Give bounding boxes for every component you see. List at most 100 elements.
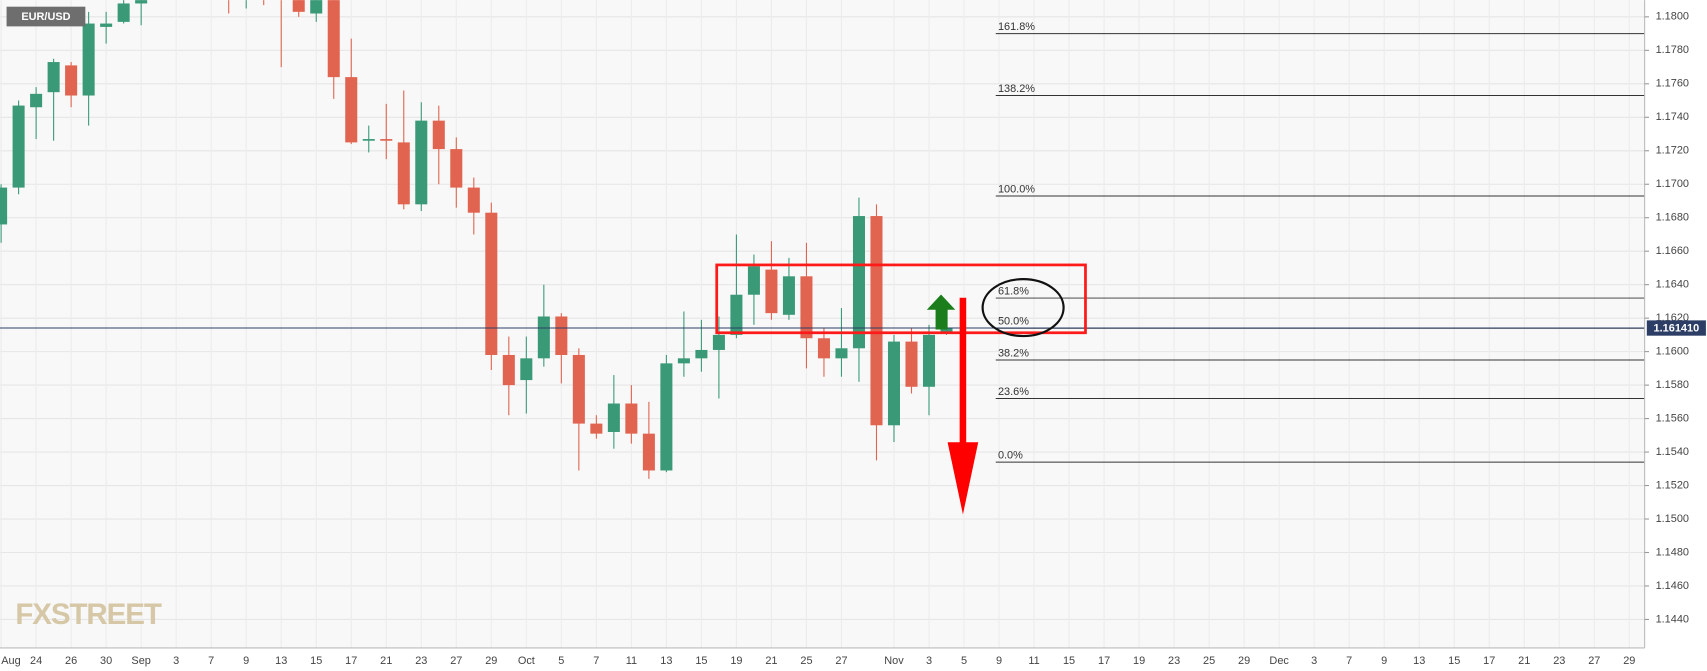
- candle-body: [712, 334, 725, 350]
- candle-body: [730, 294, 743, 335]
- x-tick-label: 23: [1553, 655, 1565, 667]
- up-arrow: [926, 294, 956, 330]
- y-tick-label: 1.1680: [1656, 212, 1689, 224]
- y-tick-label: 1.1500: [1656, 513, 1689, 525]
- candle-body: [450, 149, 463, 188]
- fib-label: 0.0%: [998, 449, 1023, 461]
- x-tick-label: 3: [173, 655, 179, 667]
- x-tick-label: 9: [1381, 655, 1387, 667]
- x-tick-label: 15: [695, 655, 707, 667]
- down-arrow: [947, 297, 979, 515]
- x-tick-label: Sep: [131, 655, 150, 667]
- candle-body: [870, 216, 883, 426]
- candle-body: [12, 105, 25, 188]
- x-tick-label: 7: [593, 655, 599, 667]
- candle-body: [677, 358, 690, 364]
- candle-body: [607, 403, 620, 432]
- fib-label: 38.2%: [998, 347, 1029, 359]
- x-tick-label: 11: [626, 655, 637, 667]
- candle-body: [695, 349, 708, 359]
- y-tick-label: 1.1640: [1656, 279, 1689, 291]
- x-tick-label: 29: [1238, 655, 1250, 667]
- y-tick-label: 1.1520: [1656, 479, 1689, 491]
- axes: 1.1440 1.1460 1.1480 1.1500 1.1520 1.1540 1.15…: [1, 11, 1689, 667]
- candle-body: [47, 62, 60, 93]
- x-tick-label: 23: [415, 655, 427, 667]
- candle-body: [100, 23, 113, 27]
- fib-label: 61.8%: [998, 285, 1029, 297]
- y-tick-label: 1.1560: [1656, 412, 1689, 424]
- candle-body: [572, 354, 585, 424]
- candle-body: [380, 139, 393, 141]
- x-tick-label: 7: [208, 655, 214, 667]
- x-tick-label: 9: [243, 655, 249, 667]
- candle-body: [397, 142, 410, 205]
- candle-body: [555, 316, 568, 355]
- y-tick-label: 1.1780: [1656, 44, 1689, 56]
- y-tick-label: 1.1540: [1656, 446, 1689, 458]
- candle-body: [30, 93, 43, 108]
- x-tick-label: 27: [1588, 655, 1600, 667]
- candle-body: [415, 120, 428, 205]
- x-tick-label: 25: [800, 655, 812, 667]
- x-tick-label: 13: [660, 655, 672, 667]
- x-tick-label: 27: [450, 655, 462, 667]
- last-price-badge: [1646, 320, 1706, 336]
- candle-body: [485, 212, 498, 355]
- x-tick-label: 23: [1168, 655, 1180, 667]
- x-tick-label: 21: [765, 655, 777, 667]
- watermark: FXSTREET: [15, 598, 162, 631]
- y-tick-label: 1.1740: [1656, 111, 1689, 123]
- candle-body: [327, 0, 340, 78]
- candle-body: [887, 341, 901, 426]
- x-tick-label: 3: [1311, 655, 1317, 667]
- candle-body: [292, 0, 305, 12]
- candle-body: [747, 266, 760, 295]
- candle-body: [310, 0, 323, 14]
- y-tick-label: 1.1660: [1656, 245, 1689, 257]
- x-tick-label: 17: [345, 655, 357, 667]
- x-tick-label: 21: [380, 655, 392, 667]
- y-tick-label: 1.1720: [1656, 145, 1689, 157]
- y-tick-label: 1.1700: [1656, 178, 1689, 190]
- candle-body: [590, 423, 603, 434]
- y-tick-label: 1.1480: [1656, 546, 1689, 558]
- x-tick-label: 25: [1203, 655, 1215, 667]
- candle-body: [345, 77, 358, 143]
- fib-label: 138.2%: [998, 83, 1035, 95]
- candle-body: [905, 341, 918, 387]
- x-tick-label: 7: [1346, 655, 1352, 667]
- x-tick-label: Nov: [884, 655, 904, 667]
- x-tick-label: 21: [1518, 655, 1530, 667]
- x-tick-label: 5: [961, 655, 967, 667]
- x-tick-label: 19: [1133, 655, 1145, 667]
- candle-body: [800, 276, 813, 339]
- x-axis-panel: [0, 647, 1645, 671]
- candle-body: [502, 354, 515, 386]
- x-tick-label: 17: [1483, 655, 1495, 667]
- fib-label: 50.0%: [998, 316, 1029, 328]
- y-tick-label: 1.1760: [1656, 78, 1689, 90]
- candle-body: [520, 358, 533, 381]
- candle-body: [65, 65, 78, 96]
- candle-body: [835, 348, 848, 359]
- candle-body: [817, 338, 830, 359]
- x-tick-label: 29: [485, 655, 497, 667]
- candle-body: [625, 403, 638, 434]
- candle-body: [660, 363, 673, 471]
- y-tick-label: 1.1800: [1656, 11, 1689, 23]
- fib-label: 161.8%: [998, 21, 1035, 33]
- fib-label: 23.6%: [998, 386, 1029, 398]
- symbol-label: EUR/USD: [21, 11, 70, 23]
- candle-body: [940, 328, 953, 332]
- y-tick-label: 1.1580: [1656, 379, 1689, 391]
- candle-body: [642, 433, 655, 471]
- candle-body: [117, 3, 130, 22]
- fib-label: 100.0%: [998, 183, 1035, 195]
- x-tick-label: 5: [558, 655, 564, 667]
- y-tick-label: 1.1600: [1656, 346, 1689, 358]
- y-tick-label: 1.1460: [1656, 580, 1689, 592]
- x-tick-label: 19: [730, 655, 742, 667]
- candle-body: [82, 23, 95, 96]
- x-tick-label: 15: [1448, 655, 1460, 667]
